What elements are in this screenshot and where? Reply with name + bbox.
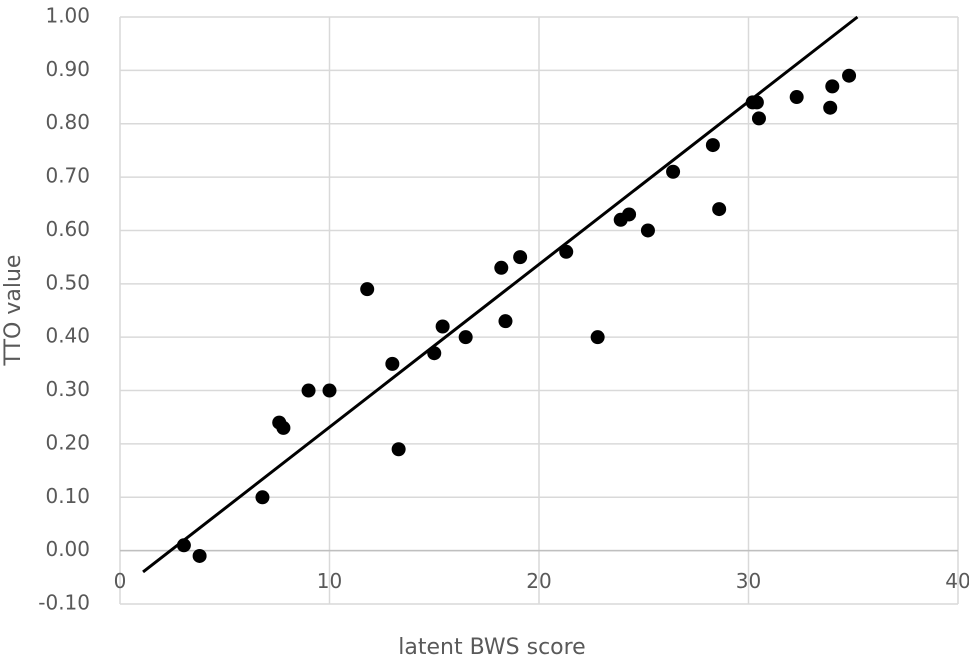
point [322, 383, 337, 398]
point [391, 442, 406, 457]
point [494, 260, 509, 275]
point [712, 202, 727, 217]
point [825, 79, 840, 94]
point [513, 250, 528, 265]
y-tick-label: 0.00 [45, 537, 90, 561]
x-tick-label: 20 [526, 569, 551, 593]
point [789, 90, 804, 105]
x-tick-label: 10 [317, 569, 342, 593]
point [640, 223, 655, 238]
y-tick-label: 0.30 [45, 377, 90, 401]
y-tick-label: 0.10 [45, 484, 90, 508]
y-tick-label: 0.80 [45, 110, 90, 134]
point [622, 207, 637, 222]
point [301, 383, 316, 398]
y-tick-label: 0.90 [45, 57, 90, 81]
point [842, 68, 857, 83]
x-axis-title: latent BWS score [398, 635, 585, 660]
point [192, 548, 207, 563]
point [705, 138, 720, 153]
y-tick-label: 0.50 [45, 270, 90, 294]
point [823, 100, 838, 115]
x-tick-label: 0 [114, 569, 127, 593]
x-tick-label: 30 [736, 569, 761, 593]
point [276, 420, 291, 435]
y-tick-label: -0.10 [38, 591, 90, 615]
y-tick-label: 0.40 [45, 324, 90, 348]
point [176, 538, 191, 553]
point [749, 95, 764, 110]
point [255, 490, 270, 505]
point [498, 314, 513, 329]
y-tick-label: 1.00 [45, 4, 90, 28]
point [435, 319, 450, 334]
point [666, 164, 681, 179]
point [751, 111, 766, 126]
point [458, 330, 473, 345]
x-tick-label: 40 [945, 569, 969, 593]
point [559, 244, 574, 259]
y-axis-title: TTO value [1, 255, 26, 367]
point [427, 346, 442, 361]
point [590, 330, 605, 345]
y-tick-label: 0.70 [45, 164, 90, 188]
point [385, 356, 400, 371]
trendline [142, 15, 859, 574]
point [360, 282, 375, 297]
y-tick-label: 0.20 [45, 430, 90, 454]
y-tick-label: 0.60 [45, 217, 90, 241]
